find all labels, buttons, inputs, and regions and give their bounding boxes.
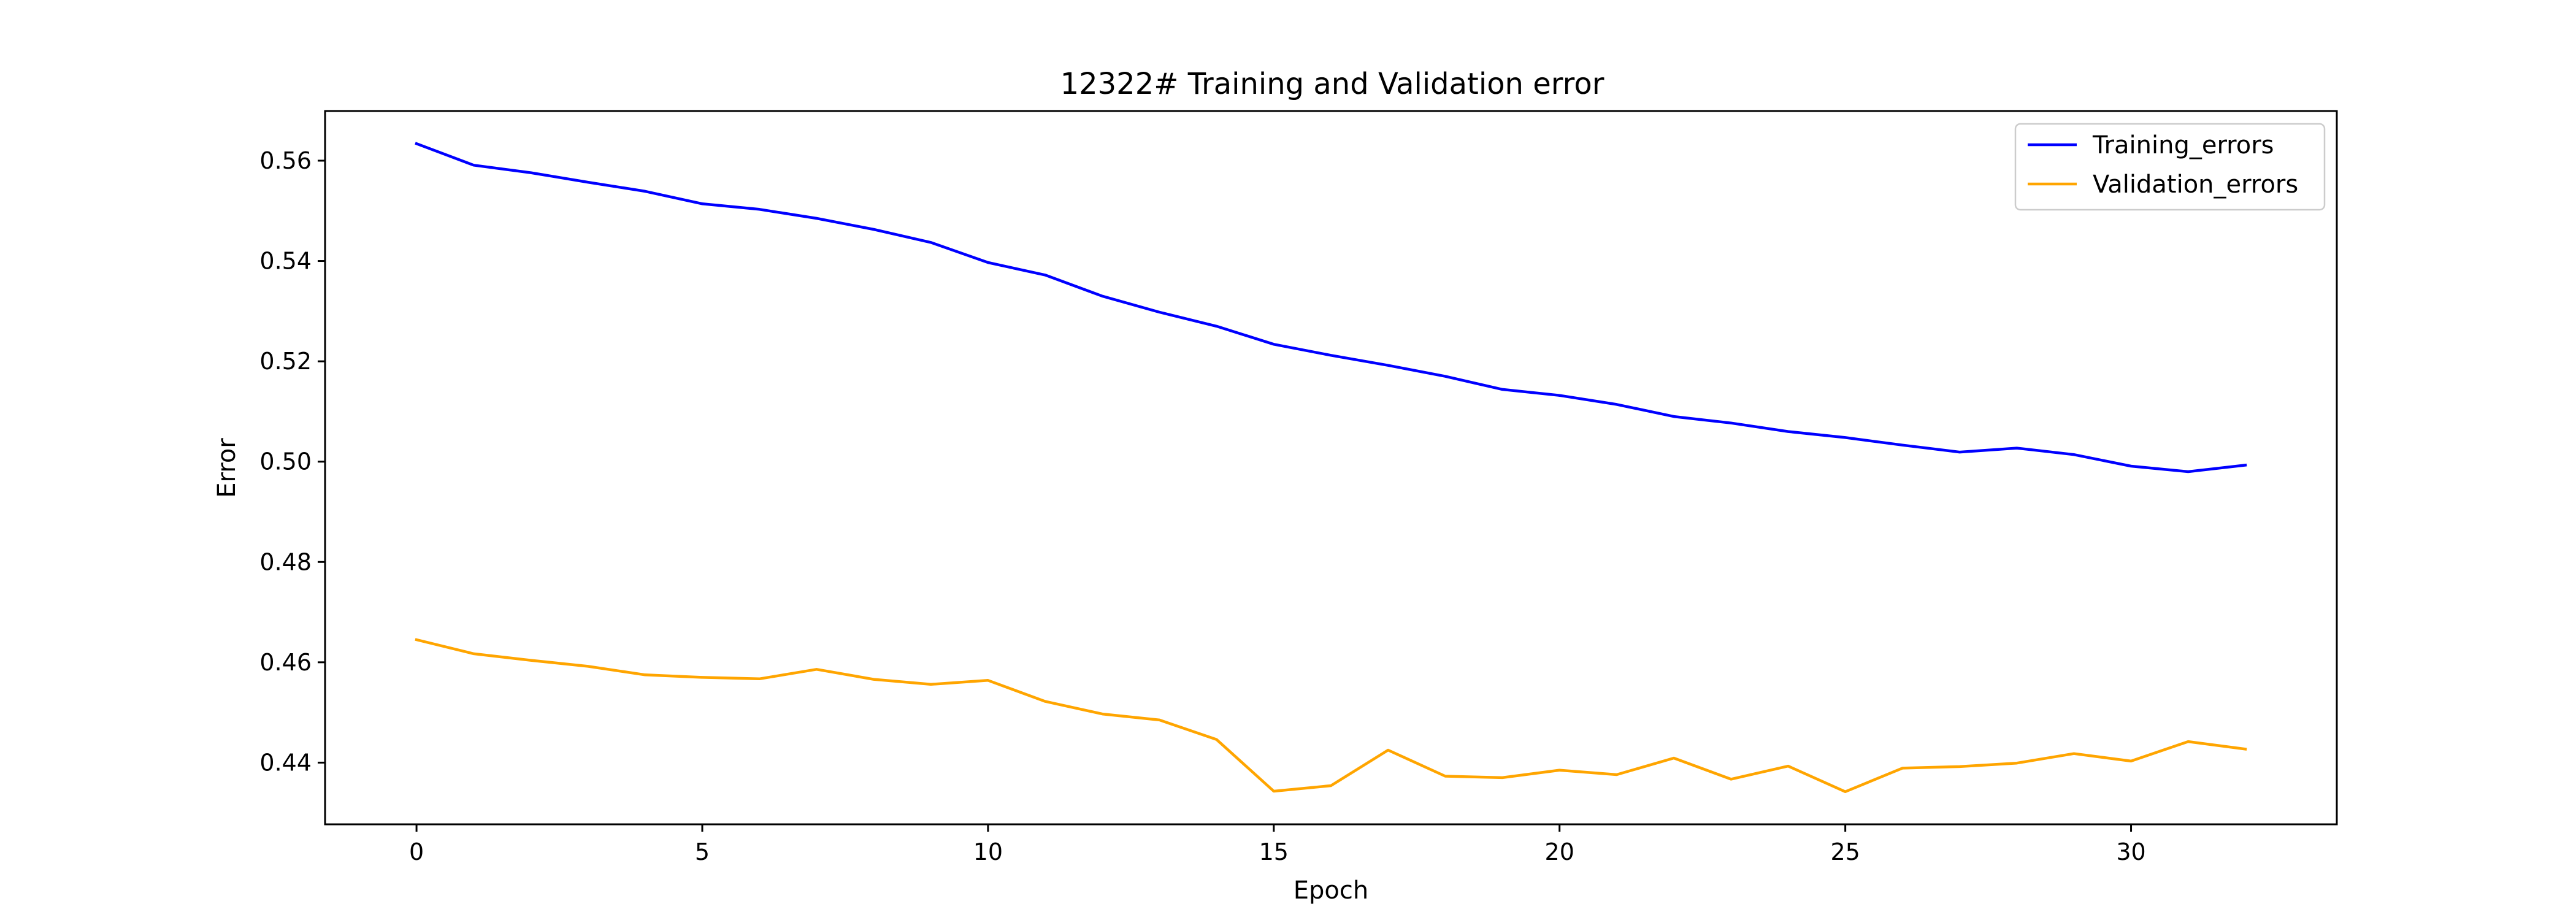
x-tick-label: 5: [695, 838, 710, 865]
x-tick-label: 0: [409, 838, 424, 865]
y-tick-label: 0.48: [259, 548, 312, 575]
x-tick-label: 10: [973, 838, 1003, 865]
x-tick-label: 25: [1830, 838, 1860, 865]
x-tick-label: 20: [1545, 838, 1574, 865]
series-line-training-errors: [415, 142, 2247, 473]
chart-title: 12322# Training and Validation error: [1060, 67, 1604, 101]
x-axis: 0 5 10 15 20 25 30: [409, 824, 2146, 865]
x-axis-label: Epoch: [1294, 876, 1368, 905]
plot-area: [325, 111, 2337, 824]
legend: Training_errors Validation_errors: [2014, 123, 2326, 211]
y-tick-label: 0.46: [259, 649, 312, 676]
y-tick-label: 0.50: [259, 448, 312, 475]
y-tick-label: 0.54: [259, 248, 312, 275]
x-tick-label: 15: [1259, 838, 1289, 865]
y-tick-label: 0.52: [259, 348, 312, 375]
y-axis: 0.44 0.46 0.48 0.50 0.52 0.54 0.56: [259, 147, 325, 776]
series-layer: [415, 142, 2247, 794]
legend-label: Validation_errors: [2093, 171, 2298, 199]
x-tick-label: 30: [2116, 838, 2145, 865]
series-line-validation-errors: [415, 638, 2247, 794]
y-tick-label: 0.56: [259, 147, 312, 174]
legend-label: Training_errors: [2092, 131, 2274, 159]
y-axis-label: Error: [213, 438, 241, 498]
legend-box: [2014, 123, 2326, 211]
y-tick-label: 0.44: [259, 749, 312, 776]
plot-frame: [324, 110, 2338, 826]
